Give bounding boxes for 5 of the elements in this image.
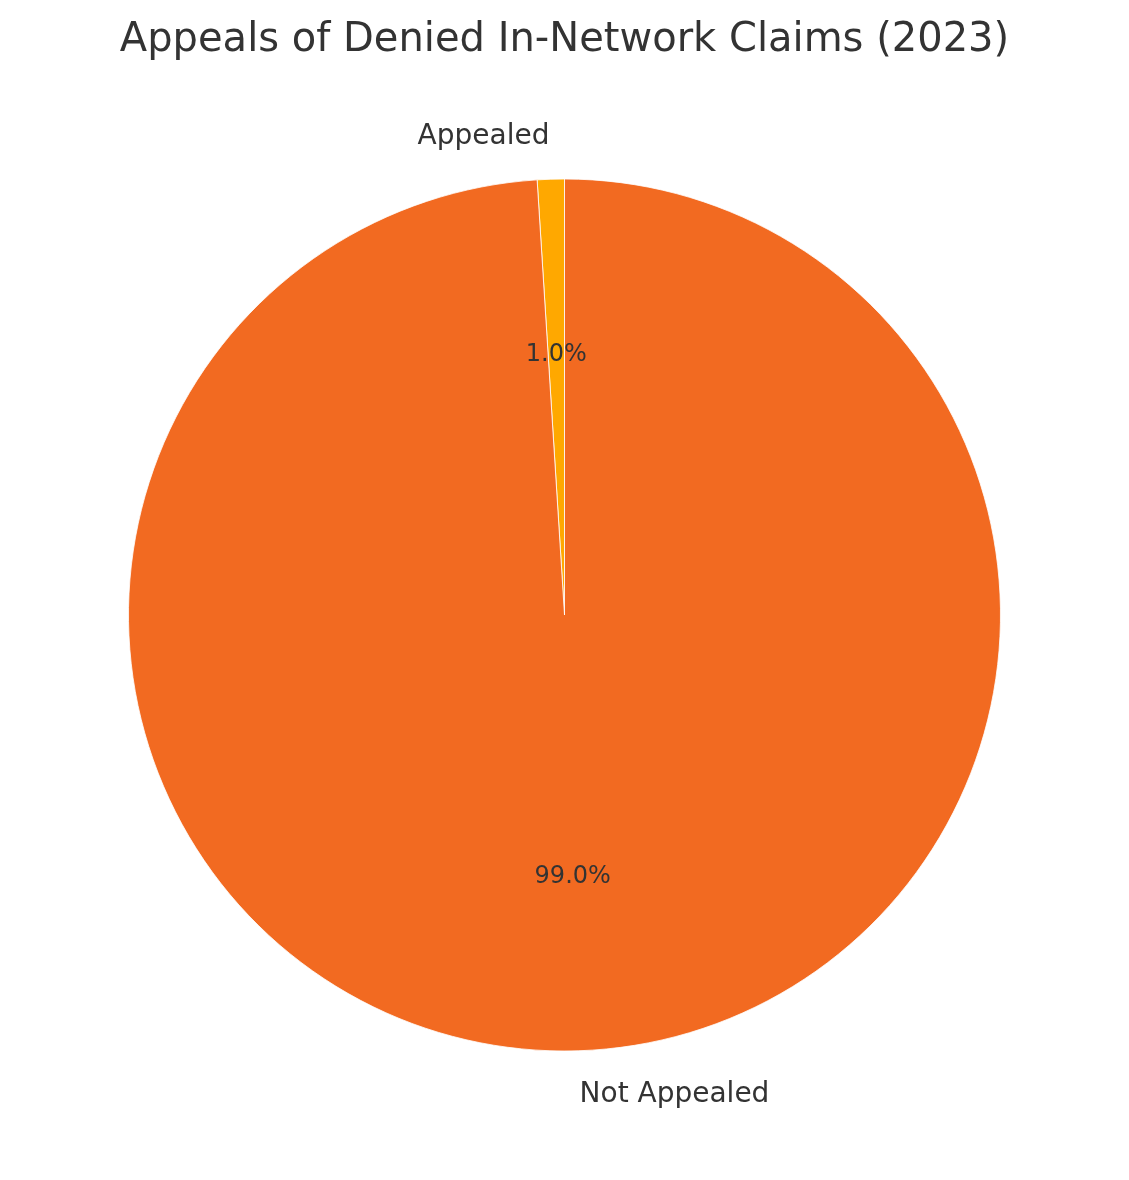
- slice-label: Appealed: [417, 117, 550, 151]
- data-label: 99.0%: [534, 861, 611, 890]
- chart-title: Appeals of Denied In-Network Claims (2023): [119, 14, 1010, 60]
- pie-slice: [128, 178, 1001, 1052]
- slice-label: Not Appealed: [579, 1076, 770, 1110]
